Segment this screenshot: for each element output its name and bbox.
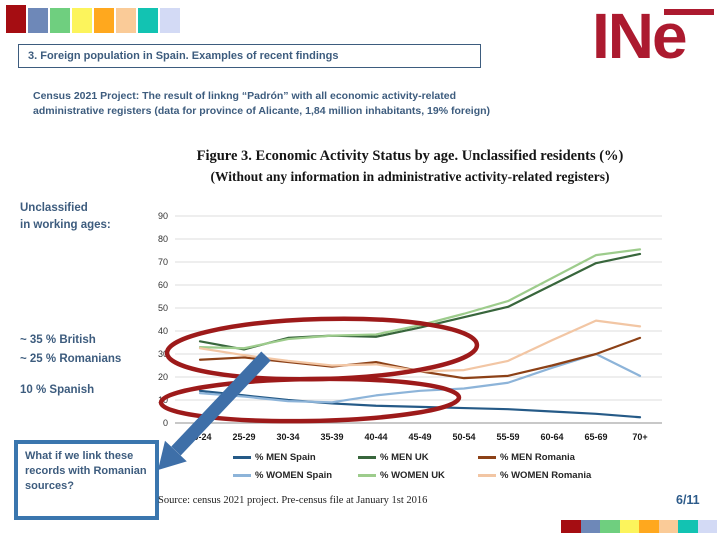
deco-square [160, 8, 180, 33]
deco-square [600, 520, 620, 533]
ine-logo-macron-bar [664, 9, 714, 15]
series-line--men-uk [198, 252, 642, 351]
deco-square [697, 520, 717, 533]
legend-swatch [478, 474, 496, 477]
deco-square [116, 8, 136, 33]
legend-item: % MEN Romania [478, 452, 575, 463]
deco-square [658, 520, 678, 533]
y-axis-tick-label: 10 [158, 395, 168, 405]
x-axis-tick-label: 60-64 [540, 432, 563, 442]
series-line--women-uk [198, 248, 642, 350]
deco-square [639, 520, 659, 533]
ine-logo: INe [592, 0, 720, 72]
intro-line-2: administrative registers (data for provi… [33, 105, 491, 117]
y-axis-tick-label: 90 [158, 211, 168, 221]
note-british-share: ~ 35 % British [20, 334, 96, 346]
deco-square [561, 520, 581, 533]
deco-square [50, 8, 70, 33]
deco-square [6, 5, 26, 33]
intro-line-1: Census 2021 Project: The result of linkn… [33, 90, 457, 102]
legend-label: % MEN Romania [500, 452, 575, 463]
legend-swatch [233, 456, 251, 459]
bottom-decoration-squares [561, 520, 717, 533]
x-axis-tick-label: 55-59 [496, 432, 519, 442]
legend-label: % WOMEN Romania [500, 470, 592, 481]
y-axis-tick-label: 40 [158, 326, 168, 336]
deco-square [619, 520, 639, 533]
y-axis-tick-label: 30 [158, 349, 168, 359]
series-line--women-spain [198, 352, 642, 404]
note-romanians-share: ~ 25 % Romanians [20, 353, 122, 365]
deco-square [580, 520, 600, 533]
y-axis-tick-label: 0 [163, 418, 168, 428]
series-line--men-spain [198, 389, 642, 419]
y-axis-tick-label: 80 [158, 234, 168, 244]
note-unclassified-working-ages: Unclassified in working ages: [20, 200, 111, 234]
x-axis-tick-label: 40-44 [364, 432, 387, 442]
x-axis-tick-label: 70+ [632, 432, 647, 442]
legend-swatch [358, 474, 376, 477]
figure-title: Figure 3. Economic Activity Status by ag… [196, 148, 624, 164]
legend-label: % WOMEN Spain [255, 470, 333, 481]
x-axis-tick-label: 20-24 [188, 432, 211, 442]
y-axis-tick-label: 60 [158, 280, 168, 290]
intro-paragraph: Census 2021 Project: The result of linkn… [33, 89, 490, 119]
legend-swatch [233, 474, 251, 477]
deco-square [678, 520, 698, 533]
legend-label: % WOMEN UK [380, 470, 445, 481]
legend-item: % WOMEN UK [358, 470, 445, 481]
deco-square [28, 8, 48, 33]
x-axis-tick-label: 30-34 [276, 432, 299, 442]
y-axis-tick-label: 50 [158, 303, 168, 313]
x-axis-tick-label: 50-54 [452, 432, 475, 442]
legend-item: % MEN Spain [233, 452, 316, 463]
note-unclassified-line-2: in working ages: [20, 219, 111, 231]
legend-item: % WOMEN Romania [478, 470, 591, 481]
deco-square [94, 8, 114, 33]
slide-title-box: 3. Foreign population in Spain. Examples… [18, 44, 481, 68]
x-axis-tick-label: 25-29 [232, 432, 255, 442]
deco-square [72, 8, 92, 33]
deco-square [138, 8, 158, 33]
legend-item: % WOMEN Spain [233, 470, 332, 481]
x-axis-tick-label: 45-49 [408, 432, 431, 442]
question-callout-box: What if we link these records with Roman… [14, 440, 159, 520]
legend-item: % MEN UK [358, 452, 429, 463]
chart-source-note: Source: census 2021 project. Pre-census … [158, 495, 428, 506]
top-decoration-squares [6, 5, 180, 33]
note-unclassified-line-1: Unclassified [20, 202, 88, 214]
x-axis-tick-label: 65-69 [584, 432, 607, 442]
legend-label: % MEN Spain [255, 452, 316, 463]
y-axis-tick-label: 70 [158, 257, 168, 267]
note-spanish-share: 10 % Spanish [20, 384, 95, 396]
x-axis-tick-label: 35-39 [320, 432, 343, 442]
legend-swatch [358, 456, 376, 459]
y-axis-tick-label: 20 [158, 372, 168, 382]
legend-swatch [478, 456, 496, 459]
figure-subtitle: (Without any information in administrati… [210, 169, 610, 184]
legend-label: % MEN UK [380, 452, 429, 463]
page-number: 6/11 [676, 493, 700, 507]
slide-title: 3. Foreign population in Spain. Examples… [28, 50, 339, 62]
